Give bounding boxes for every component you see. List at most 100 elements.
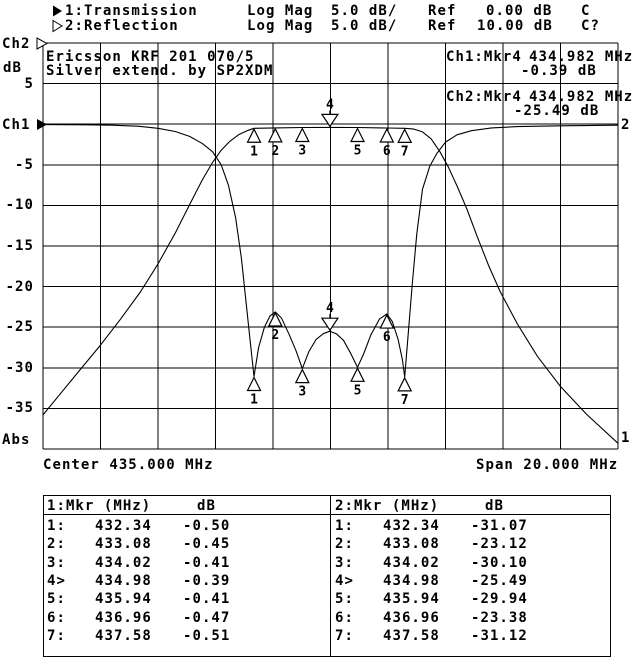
ch1-marker-readout-channel: Ch1:Mkr4 <box>446 49 522 65</box>
table-row: 7: 437.58 -31.12 <box>335 629 528 643</box>
marker-number: 5: <box>47 591 66 608</box>
marker-frequency: 434.02 <box>383 554 440 571</box>
y-axis-tick-label: -5 <box>15 156 34 173</box>
marker-number: 7: <box>47 627 66 644</box>
table-row: 6: 436.96 -0.47 <box>47 611 230 625</box>
marker-number: 2: <box>47 536 66 553</box>
marker-frequency: 437.58 <box>383 627 440 644</box>
ch2-cal-status: C? <box>581 18 600 34</box>
marker-triangle-icon <box>246 376 262 392</box>
marker-level: -0.45 <box>183 536 231 553</box>
active-marker-triangle-icon <box>320 113 340 128</box>
active-marker-triangle-icon <box>320 317 340 332</box>
marker-label: 2 <box>271 144 279 159</box>
table-row: 5: 435.94 -29.94 <box>335 592 528 606</box>
y-axis-tick-label: -25 <box>5 319 34 336</box>
marker-table-header-rule <box>43 514 610 515</box>
marker-triangle-icon <box>397 376 413 392</box>
marker-triangle-icon <box>294 127 310 143</box>
table-header-db: dB <box>485 498 504 514</box>
abs-label: Abs <box>2 432 31 448</box>
y-axis-tick-label: -20 <box>5 278 34 295</box>
marker-label: 3 <box>298 385 306 400</box>
marker-number: 3: <box>47 554 66 571</box>
marker-level: -0.41 <box>183 554 231 571</box>
marker-number: 5: <box>335 591 354 608</box>
marker-table-divider <box>330 495 331 656</box>
span-frequency-label: Span 20.000 MHz <box>476 457 619 473</box>
marker-triangle-icon <box>379 313 395 329</box>
table-row: 1: 432.34 -31.07 <box>335 519 528 533</box>
ch2-ref-arrow-icon <box>36 37 49 50</box>
marker-level: -0.41 <box>183 591 231 608</box>
marker-label: 2 <box>271 328 279 343</box>
marker-number: 4> <box>335 572 354 589</box>
marker-triangle-icon <box>379 127 395 143</box>
ch2-axis-label: Ch2 <box>2 36 31 52</box>
db-unit-label: dB <box>3 60 22 76</box>
marker-frequency: 432.34 <box>383 518 440 534</box>
marker-label: 1 <box>250 392 258 407</box>
marker-frequency: 436.96 <box>95 609 152 626</box>
y-axis-tick-label: -35 <box>5 400 34 417</box>
marker-frequency: 437.58 <box>95 627 152 644</box>
table-row: 1: 432.34 -0.50 <box>47 519 230 533</box>
marker-level: -0.51 <box>183 627 231 644</box>
trace1-active-arrow-icon <box>53 5 62 17</box>
marker-label: 5 <box>354 144 362 159</box>
ch1-marker-readout-value: -0.39 dB <box>521 63 597 79</box>
marker-frequency: 434.98 <box>95 572 152 589</box>
marker-triangle-icon <box>294 368 310 384</box>
table-row: 5: 435.94 -0.41 <box>47 592 230 606</box>
table-header-db: dB <box>197 498 216 514</box>
ch1-ref-label: Ref <box>428 3 457 19</box>
ch2-format: Log Mag <box>247 18 314 34</box>
table-row: 3: 434.02 -30.10 <box>335 556 528 570</box>
marker-number: 4> <box>47 572 66 589</box>
marker-level: -29.94 <box>471 591 528 608</box>
marker-label: 6 <box>383 144 391 159</box>
trace1-edge-label: 1 <box>621 430 631 446</box>
marker-label: 4 <box>326 301 334 316</box>
marker-level: -30.10 <box>471 554 528 571</box>
marker-table-box <box>43 495 611 657</box>
trace-reflection <box>42 124 619 378</box>
marker-number: 6: <box>47 609 66 626</box>
ch2-marker-readout-channel: Ch2:Mkr4 <box>446 89 522 105</box>
table-header-mkr: 1:Mkr (MHz) <box>47 498 152 514</box>
ch1-cal-status: C <box>581 3 591 19</box>
ch2-trace-label: 2:Reflection <box>65 18 179 34</box>
table-header-row: 2:Mkr (MHz) dB <box>335 499 504 513</box>
marker-triangle-icon <box>267 311 283 327</box>
table-row: 2: 433.08 -23.12 <box>335 537 528 551</box>
table-row: 7: 437.58 -0.51 <box>47 629 230 643</box>
marker-triangle-icon <box>246 127 262 143</box>
marker-level: -23.12 <box>471 536 528 553</box>
table-row: 6: 436.96 -23.38 <box>335 611 528 625</box>
y-axis-tick-label: 5 <box>24 75 34 92</box>
marker-label: 4 <box>326 97 334 112</box>
table-row: 2: 433.08 -0.45 <box>47 537 230 551</box>
ch1-trace-label: 1:Transmission <box>65 3 198 19</box>
marker-label: 6 <box>383 330 391 345</box>
marker-triangle-icon <box>350 127 365 143</box>
ch2-scale: 5.0 dB/ <box>331 18 398 34</box>
marker-triangle-icon <box>350 366 365 382</box>
marker-frequency: 434.02 <box>95 554 152 571</box>
marker-frequency: 433.08 <box>383 536 440 553</box>
marker-level: -31.07 <box>471 518 528 534</box>
marker-number: 6: <box>335 609 354 626</box>
marker-triangle-icon <box>267 127 283 143</box>
marker-number: 7: <box>335 627 354 644</box>
ch1-scale: 5.0 dB/ <box>331 3 398 19</box>
marker-frequency: 435.94 <box>95 591 152 608</box>
trace2-inactive-arrow-icon <box>52 19 63 33</box>
ch1-ref-arrow-icon <box>37 119 47 130</box>
title-line1: Ericsson KRF 201 070/5 <box>46 49 255 65</box>
marker-frequency: 435.94 <box>383 591 440 608</box>
table-header-row: 1:Mkr (MHz) dB <box>47 499 216 513</box>
table-header-mkr: 2:Mkr (MHz) <box>335 498 440 514</box>
marker-level: -0.50 <box>183 518 231 534</box>
